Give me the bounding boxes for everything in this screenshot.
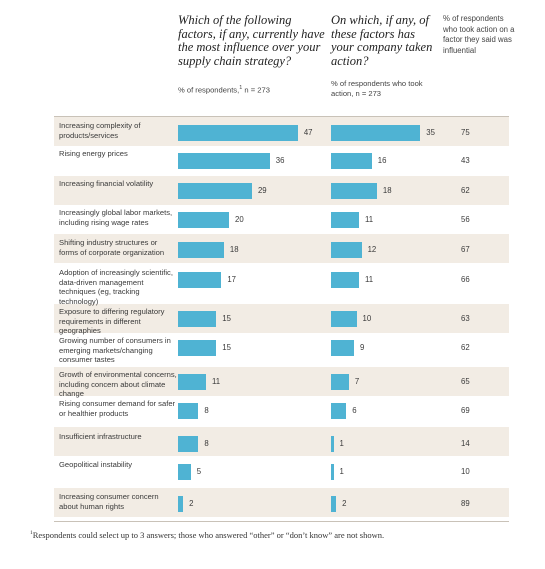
row-label: Increasing complexity of products/servic… — [59, 121, 141, 140]
action-on-influential-value: 69 — [461, 406, 470, 415]
influence-bar — [178, 153, 270, 169]
action-bar — [331, 212, 360, 228]
action-value-label: 7 — [354, 377, 360, 386]
influence-value-label: 15 — [222, 343, 231, 352]
action-bar — [331, 242, 362, 258]
action-bar — [331, 340, 354, 356]
action-bar — [331, 496, 337, 512]
influence-bar — [178, 212, 229, 228]
action-value-label: 11 — [365, 215, 374, 224]
row-background-band — [54, 176, 509, 205]
top-rule — [54, 116, 509, 117]
action-value-label: 10 — [362, 314, 372, 323]
action-on-influential-value: 14 — [461, 439, 470, 448]
influence-bar — [178, 464, 191, 480]
influence-value-label: 20 — [235, 215, 244, 224]
influence-bar — [178, 340, 217, 356]
action-bar — [331, 436, 334, 452]
row-background-band — [54, 304, 509, 333]
column1-subheader-text: % of respondents, — [178, 85, 240, 95]
influence-bar — [178, 272, 222, 288]
influence-bar — [178, 374, 207, 390]
action-on-influential-value: 65 — [461, 377, 470, 386]
influence-bar — [178, 436, 199, 452]
action-value-label: 1 — [339, 467, 344, 476]
row-background-band — [54, 367, 509, 396]
action-bar — [331, 311, 357, 327]
action-on-influential-value: 75 — [461, 128, 470, 137]
row-label: Rising energy prices — [59, 149, 128, 158]
action-on-influential-value: 89 — [461, 499, 470, 508]
influence-value-label: 5 — [196, 467, 202, 476]
influence-bar — [178, 242, 224, 258]
influence-value-label: 18 — [229, 245, 239, 254]
row-label: Increasing financial volatility — [59, 179, 154, 188]
action-on-influential-value: 67 — [461, 245, 470, 254]
action-bar — [331, 374, 349, 390]
row-label: Exposure to differing regulatory require… — [59, 307, 165, 335]
influence-bar — [178, 403, 199, 419]
influence-bar — [178, 125, 298, 141]
influence-value-label: 11 — [212, 377, 221, 386]
row-background-band — [54, 488, 509, 517]
action-on-influential-value: 56 — [461, 215, 470, 224]
action-bar — [331, 464, 334, 480]
influence-bar — [178, 183, 252, 199]
influence-value-label: 47 — [303, 128, 313, 137]
influence-value-label: 36 — [275, 156, 285, 165]
row-label: Increasing consumer concern about human … — [59, 492, 159, 511]
column1-question: Which of the following factors, if any, … — [178, 13, 325, 68]
row-background-band — [54, 427, 509, 456]
action-on-influential-value: 43 — [461, 156, 470, 165]
row-background-band — [54, 234, 509, 263]
action-value-label: 16 — [377, 156, 387, 165]
action-value-label: 12 — [367, 245, 377, 254]
action-on-influential-value: 10 — [461, 467, 470, 476]
column1-footnote-marker: 1 — [239, 85, 243, 91]
influence-value-label: 15 — [222, 314, 231, 323]
influence-bar — [178, 311, 217, 327]
action-bar — [331, 183, 377, 199]
action-on-influential-value: 63 — [461, 314, 470, 323]
column1-subheader: % of respondents,1 n = 273 — [178, 83, 328, 96]
column2-question: On which, if any, of these factors has y… — [331, 13, 433, 68]
bottom-rule — [54, 521, 509, 522]
action-value-label: 18 — [382, 186, 392, 195]
column3-header: % of respondents who took action on a fa… — [443, 14, 515, 55]
action-on-influential-value: 66 — [461, 275, 470, 284]
column1-subheader-n: n = 273 — [242, 85, 270, 95]
influence-value-label: 29 — [257, 186, 267, 195]
action-value-label: 9 — [359, 343, 365, 352]
influence-value-label: 2 — [189, 499, 194, 508]
influence-value-label: 8 — [204, 439, 209, 448]
action-value-label: 35 — [426, 128, 435, 137]
footnote: 1Respondents could select up to 3 answer… — [30, 530, 384, 540]
row-label: Rising consumer demand for safer or heal… — [59, 399, 176, 418]
column2-subheader: % of respondents who took action, n = 27… — [331, 79, 423, 98]
action-bar — [331, 403, 347, 419]
action-on-influential-value: 62 — [461, 186, 470, 195]
action-value-label: 1 — [339, 439, 344, 448]
influence-bar — [178, 496, 184, 512]
action-value-label: 6 — [352, 406, 357, 415]
row-label: Insufficient infrastructure — [59, 432, 142, 441]
row-label: Adoption of increasingly scientific, dat… — [59, 268, 173, 306]
influence-value-label: 8 — [204, 406, 209, 415]
footnote-text: Respondents could select up to 3 answers… — [32, 530, 385, 540]
action-bar — [331, 272, 360, 288]
row-label: Geopolitical instability — [59, 460, 133, 469]
action-value-label: 11 — [365, 275, 374, 284]
action-on-influential-value: 62 — [461, 343, 470, 352]
footnote-marker: 1 — [30, 530, 33, 537]
row-label: Growth of environmental concerns, includ… — [59, 370, 177, 398]
action-bar — [331, 125, 421, 141]
influence-value-label: 17 — [227, 275, 237, 284]
row-label: Shifting industry structures or forms of… — [59, 238, 165, 257]
row-label: Increasingly global labor markets, inclu… — [59, 208, 173, 227]
action-value-label: 2 — [342, 499, 347, 508]
row-label: Growing number of consumers in emerging … — [59, 336, 171, 364]
action-bar — [331, 153, 372, 169]
